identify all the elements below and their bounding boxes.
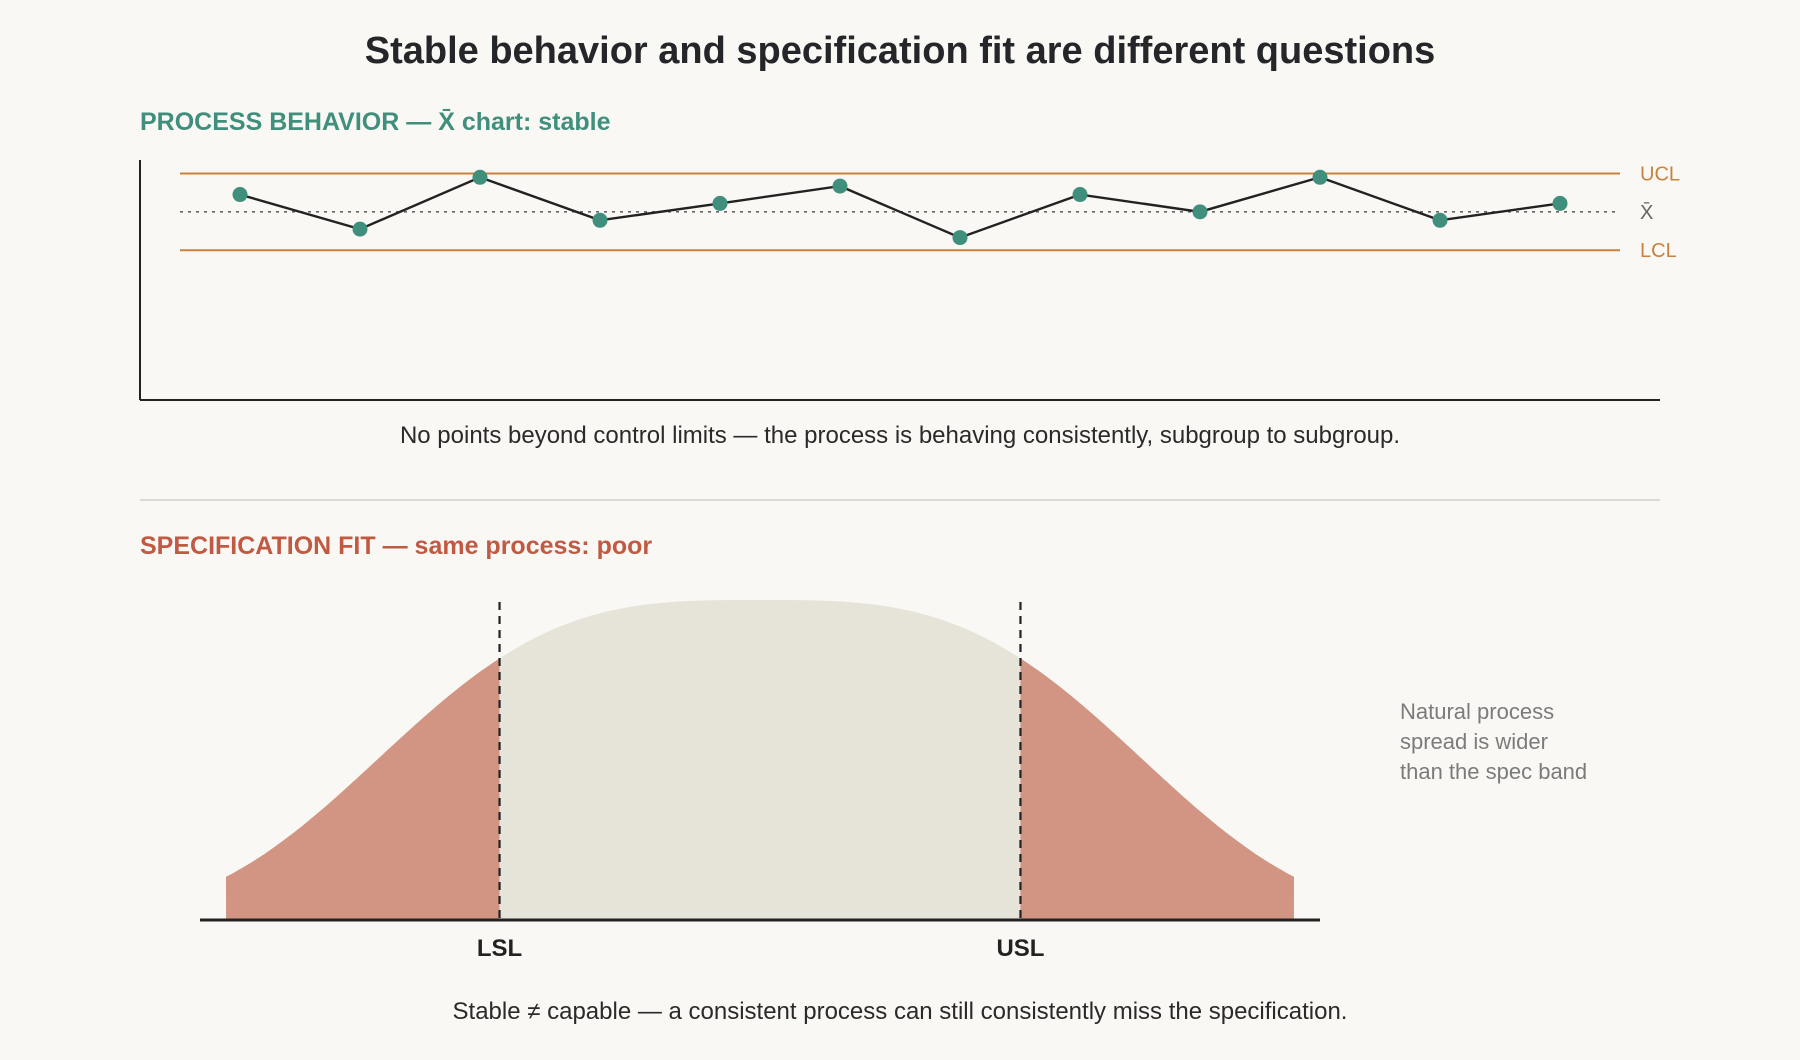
right-tail-area xyxy=(1020,658,1294,920)
lsl-label: LSL xyxy=(477,935,522,962)
process-behavior-heading: PROCESS BEHAVIOR — X̄ chart: stable xyxy=(140,108,611,136)
spread-note-line: than the spec band xyxy=(1400,759,1588,784)
data-point xyxy=(1432,212,1448,228)
spread-note: Natural process spread is wider than the… xyxy=(1400,697,1640,787)
data-point xyxy=(1552,195,1568,211)
data-point xyxy=(232,187,248,203)
spread-note-line: Natural process xyxy=(1400,699,1555,724)
mean-label: X̄ xyxy=(1640,201,1653,224)
series-line xyxy=(239,175,1561,239)
specification-fit-heading: SPECIFICATION FIT — same process: poor xyxy=(140,532,653,560)
in-spec-area xyxy=(499,600,1021,920)
section-divider xyxy=(140,499,1660,501)
spread-note-line: spread is wider xyxy=(1400,729,1548,754)
left-tail-area xyxy=(226,658,500,920)
lcl-label: LCL xyxy=(1640,240,1677,262)
specification-distribution: LSL USL xyxy=(200,600,1320,962)
usl-label: USL xyxy=(996,935,1044,962)
data-point xyxy=(352,221,368,237)
specification-fit-caption: Stable ≠ capable — a consistent process … xyxy=(452,998,1348,1025)
data-point xyxy=(1312,169,1328,185)
data-point xyxy=(952,230,968,246)
data-point xyxy=(592,212,608,228)
data-point xyxy=(832,178,848,194)
ucl-label: UCL xyxy=(1640,163,1680,185)
process-behavior-caption: No points beyond control limits — the pr… xyxy=(399,422,1401,449)
data-point xyxy=(1192,204,1208,220)
xbar-control-chart: UCL X̄ LCL xyxy=(139,160,1680,401)
data-point xyxy=(472,169,488,185)
data-point xyxy=(712,195,728,211)
data-point xyxy=(1072,187,1088,203)
figure-title: Stable behavior and specification fit ar… xyxy=(364,30,1436,72)
